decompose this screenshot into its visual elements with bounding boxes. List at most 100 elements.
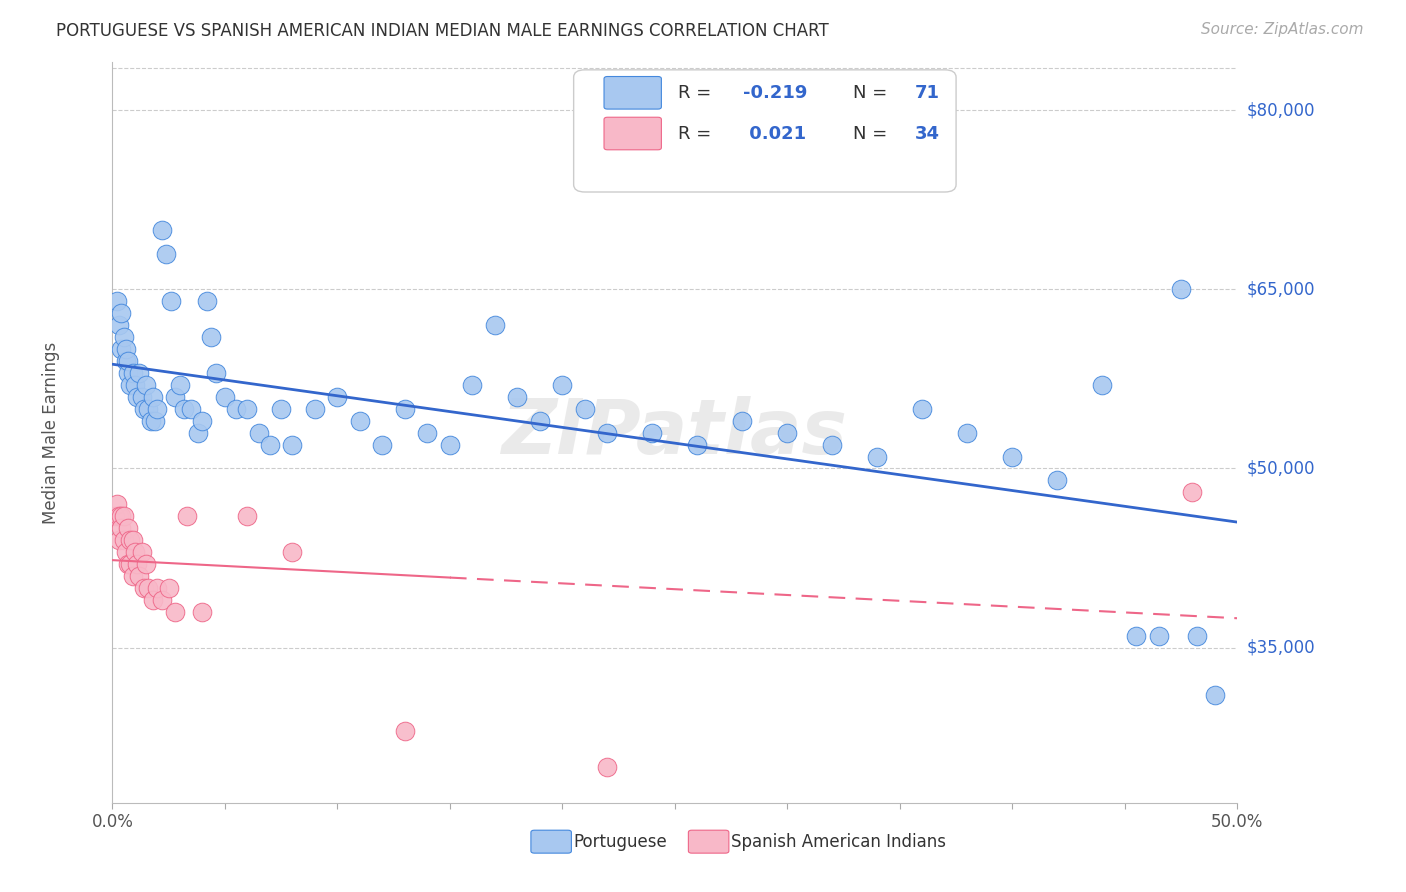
Point: [1001, 450, 1024, 464]
Point: [1181, 485, 1204, 500]
Point: [160, 294, 183, 309]
Point: [110, 342, 132, 356]
Point: [236, 509, 259, 524]
Point: [821, 437, 844, 451]
Point: [200, 330, 222, 344]
Point: [911, 401, 934, 416]
Point: [120, 377, 142, 392]
Point: [641, 425, 664, 440]
Point: [236, 401, 259, 416]
Point: [105, 294, 128, 309]
Point: [247, 425, 270, 440]
Text: 34: 34: [914, 125, 939, 143]
Point: [165, 605, 187, 619]
Point: [112, 509, 135, 524]
Point: [281, 437, 304, 451]
Text: Source: ZipAtlas.com: Source: ZipAtlas.com: [1201, 22, 1364, 37]
Point: [117, 557, 139, 571]
Point: [686, 437, 709, 451]
Point: [461, 377, 484, 392]
Point: [596, 425, 619, 440]
Point: [132, 581, 155, 595]
Point: [416, 425, 439, 440]
Text: N =: N =: [852, 125, 893, 143]
Point: [173, 401, 195, 416]
Text: Spanish American Indians: Spanish American Indians: [731, 833, 946, 851]
Point: [108, 509, 131, 524]
Point: [371, 437, 394, 451]
Text: ZIPatlas: ZIPatlas: [502, 396, 848, 469]
Point: [105, 497, 128, 511]
Point: [191, 414, 214, 428]
Point: [551, 377, 574, 392]
Point: [439, 437, 461, 451]
Point: [142, 592, 165, 607]
Point: [150, 222, 173, 236]
Point: [270, 401, 292, 416]
Point: [281, 545, 304, 559]
Point: [304, 401, 326, 416]
Point: [120, 557, 142, 571]
Point: [225, 401, 247, 416]
Point: [776, 425, 799, 440]
Point: [1170, 282, 1192, 296]
FancyBboxPatch shape: [531, 830, 571, 853]
Point: [866, 450, 889, 464]
Point: [574, 401, 596, 416]
Point: [176, 509, 198, 524]
Text: $80,000: $80,000: [1246, 101, 1315, 120]
Point: [132, 401, 155, 416]
Point: [135, 377, 157, 392]
Point: [1091, 377, 1114, 392]
Point: [117, 366, 139, 380]
Point: [128, 366, 150, 380]
Text: 71: 71: [914, 84, 939, 102]
Point: [187, 425, 209, 440]
Point: [128, 569, 150, 583]
Point: [115, 545, 138, 559]
Point: [131, 545, 153, 559]
Point: [135, 557, 157, 571]
Point: [143, 414, 166, 428]
Point: [110, 521, 132, 535]
Point: [117, 354, 139, 368]
Point: [1204, 689, 1226, 703]
Point: [146, 401, 169, 416]
Point: [165, 390, 187, 404]
FancyBboxPatch shape: [605, 77, 661, 109]
Point: [1046, 474, 1069, 488]
Point: [110, 509, 132, 524]
Point: [120, 533, 142, 547]
Point: [150, 592, 173, 607]
Text: R =: R =: [678, 125, 717, 143]
Point: [121, 533, 143, 547]
Point: [1125, 629, 1147, 643]
Point: [142, 390, 165, 404]
Point: [169, 377, 191, 392]
Text: N =: N =: [852, 84, 893, 102]
Point: [104, 509, 127, 524]
FancyBboxPatch shape: [605, 117, 661, 150]
Point: [117, 521, 139, 535]
Point: [124, 545, 146, 559]
Point: [731, 414, 754, 428]
Point: [956, 425, 979, 440]
Point: [214, 390, 236, 404]
Point: [127, 390, 149, 404]
Point: [127, 557, 149, 571]
Point: [484, 318, 506, 333]
Point: [115, 354, 138, 368]
Point: [138, 581, 160, 595]
Text: $35,000: $35,000: [1246, 639, 1315, 657]
Point: [394, 724, 416, 739]
Point: [596, 760, 619, 774]
Text: R =: R =: [678, 84, 717, 102]
Point: [529, 414, 551, 428]
Text: 0.021: 0.021: [744, 125, 807, 143]
Point: [205, 366, 228, 380]
Point: [131, 390, 153, 404]
Text: Portuguese: Portuguese: [574, 833, 668, 851]
Text: $50,000: $50,000: [1246, 459, 1315, 477]
Text: -0.219: -0.219: [744, 84, 808, 102]
FancyBboxPatch shape: [689, 830, 728, 853]
